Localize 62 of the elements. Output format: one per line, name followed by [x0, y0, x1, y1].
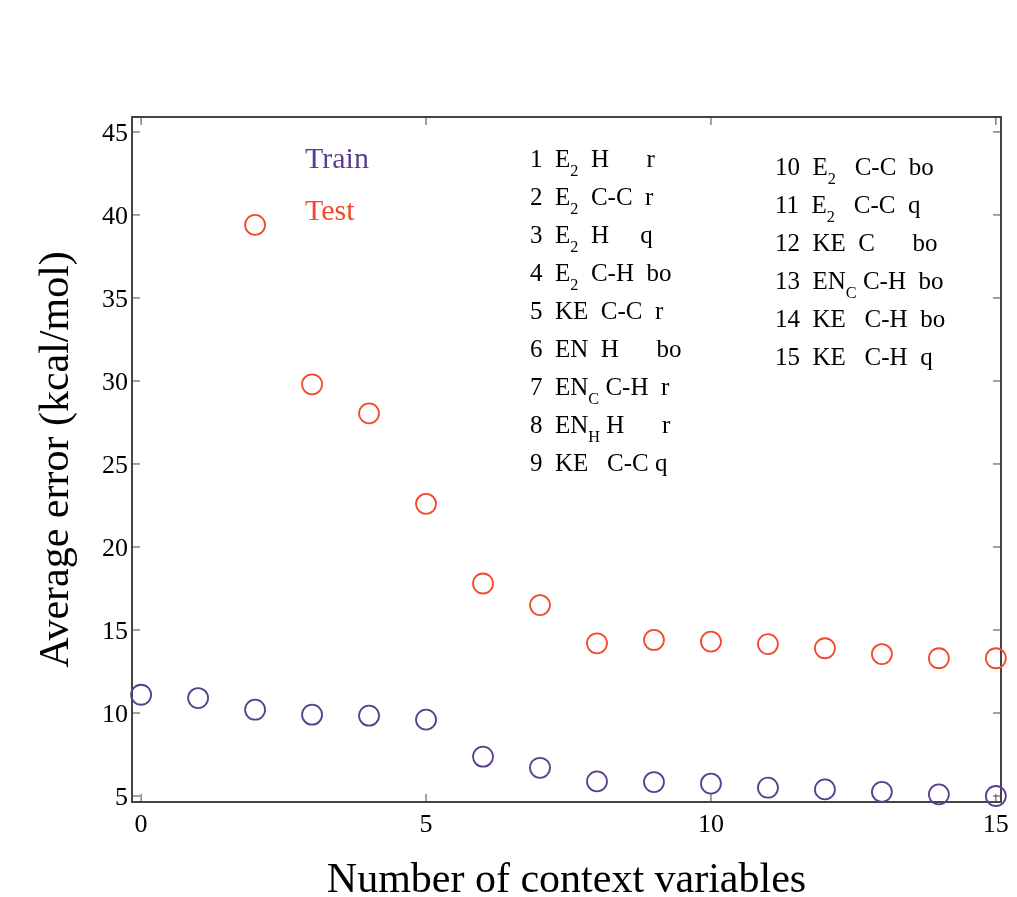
y-tick-label: 20 [102, 532, 128, 562]
point [244, 214, 266, 236]
point [757, 776, 779, 799]
y-tick-label: 35 [102, 283, 128, 313]
x-tick-label: 15 [982, 809, 1009, 838]
y-tick-label: 5 [115, 782, 128, 812]
point [757, 633, 779, 655]
x-tick-label: 5 [419, 809, 433, 838]
y-tick-label: 15 [102, 616, 128, 645]
x-tick-label: 0 [134, 809, 148, 838]
point [643, 629, 665, 651]
point [927, 647, 950, 670]
point [927, 783, 950, 806]
point [472, 572, 494, 595]
point [700, 630, 722, 653]
series-label: Test [305, 193, 356, 226]
annotation: 15 KE C-H q [775, 343, 934, 370]
point [358, 704, 380, 727]
annotation: 9 KE C-C q [530, 449, 668, 476]
y-tick-label: 40 [102, 200, 128, 230]
y-tick-label: 45 [102, 117, 128, 147]
x-tick-label: 10 [697, 809, 724, 838]
y-tick-label: 25 [102, 449, 128, 479]
point [472, 745, 494, 768]
point [984, 785, 1007, 807]
point [529, 756, 551, 779]
x-axis-title: Number of context variables [326, 855, 807, 897]
point [415, 708, 437, 731]
annotation: 12 KE C bo [775, 229, 938, 256]
annotation: 5 KE C-C r [530, 297, 664, 324]
point [586, 770, 608, 793]
annotation: 13 EN$_{C}$ C-H bo [775, 267, 944, 302]
point [871, 643, 893, 665]
point [643, 771, 665, 793]
annotation: 2 E$_{2}$ C-C r [530, 183, 655, 218]
annotation: 6 EN H bo [530, 335, 682, 362]
annotation: 3 E$_{2}$ H q [530, 221, 654, 256]
point [984, 647, 1007, 670]
y-tick-label: 30 [102, 366, 128, 396]
annotation: 8 EN$_{H}$ H r [530, 411, 671, 446]
point [130, 683, 153, 706]
point [814, 637, 836, 660]
point [871, 780, 893, 803]
point [700, 772, 722, 795]
point [244, 698, 266, 721]
annotation: 14 KE C-H bo [775, 305, 946, 332]
point [187, 687, 209, 709]
point [358, 402, 380, 425]
point [529, 594, 551, 616]
point [301, 373, 323, 396]
annotation: 1 E$_{2}$ H r [530, 145, 656, 180]
text: Train [305, 141, 369, 174]
annotation: 10 E$_{2}$ C-C bo [775, 153, 934, 188]
annotation: 11 E$_{2}$ C-C q [775, 191, 921, 226]
annotation: 7 EN$_{C}$ C-H r [530, 373, 670, 408]
point [586, 632, 608, 655]
point [814, 778, 836, 801]
annotation: 4 E$_{2}$ C-H bo [530, 259, 672, 294]
y-axis-title: Average error (kcal/mol) [31, 251, 78, 668]
y-tick-label: 10 [102, 699, 128, 729]
point [301, 703, 323, 726]
point [415, 492, 437, 515]
